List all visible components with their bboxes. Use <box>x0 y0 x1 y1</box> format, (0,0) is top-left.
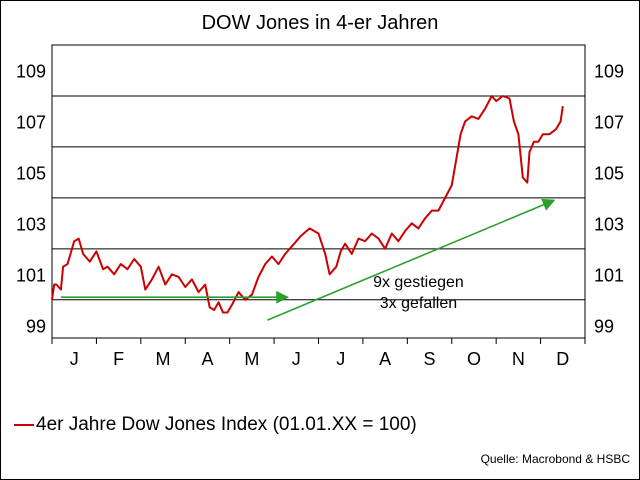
annotation-text: 9x gestiegen <box>373 274 464 291</box>
y-tick-label-left: 109 <box>16 61 46 81</box>
rising-arrow <box>267 198 556 321</box>
x-tick-label: F <box>113 349 124 369</box>
plot-border <box>51 44 586 339</box>
y-tick-label-left: 105 <box>16 163 46 183</box>
legend: 4er Jahre Dow Jones Index (01.01.XX = 10… <box>14 414 417 436</box>
y-tick-label-right: 105 <box>594 163 624 183</box>
x-tick-label: A <box>201 349 213 369</box>
annotation-text: 3x gefallen <box>380 295 457 312</box>
y-tick-label-left: 107 <box>16 112 46 132</box>
y-tick-label-right: 103 <box>594 214 624 234</box>
y-tick-label-left: 99 <box>26 316 46 336</box>
source-note: Quelle: Macrobond & HSBC <box>480 452 630 466</box>
y-tick-label-left: 103 <box>16 214 46 234</box>
x-tick-label: M <box>156 349 171 369</box>
y-tick-label-left: 101 <box>16 265 46 285</box>
x-tick-label: A <box>379 349 391 369</box>
x-tick-label: D <box>556 349 569 369</box>
y-tick-label-right: 101 <box>594 265 624 285</box>
legend-swatch <box>14 424 34 426</box>
chart-title: DOW Jones in 4-er Jahren <box>201 12 439 34</box>
legend-label: 4er Jahre Dow Jones Index (01.01.XX = 10… <box>36 414 417 435</box>
y-tick-label-right: 107 <box>594 112 624 132</box>
x-tick-label: J <box>70 349 79 369</box>
y-tick-label-right: 99 <box>594 316 614 336</box>
x-tick-label: N <box>512 349 525 369</box>
x-tick-label: S <box>424 349 436 369</box>
x-tick-label: M <box>244 349 259 369</box>
x-tick-label: O <box>467 349 481 369</box>
series-line <box>51 95 564 314</box>
x-tick-label: J <box>292 349 301 369</box>
x-tick-label: J <box>336 349 345 369</box>
y-tick-label-right: 109 <box>594 61 624 81</box>
